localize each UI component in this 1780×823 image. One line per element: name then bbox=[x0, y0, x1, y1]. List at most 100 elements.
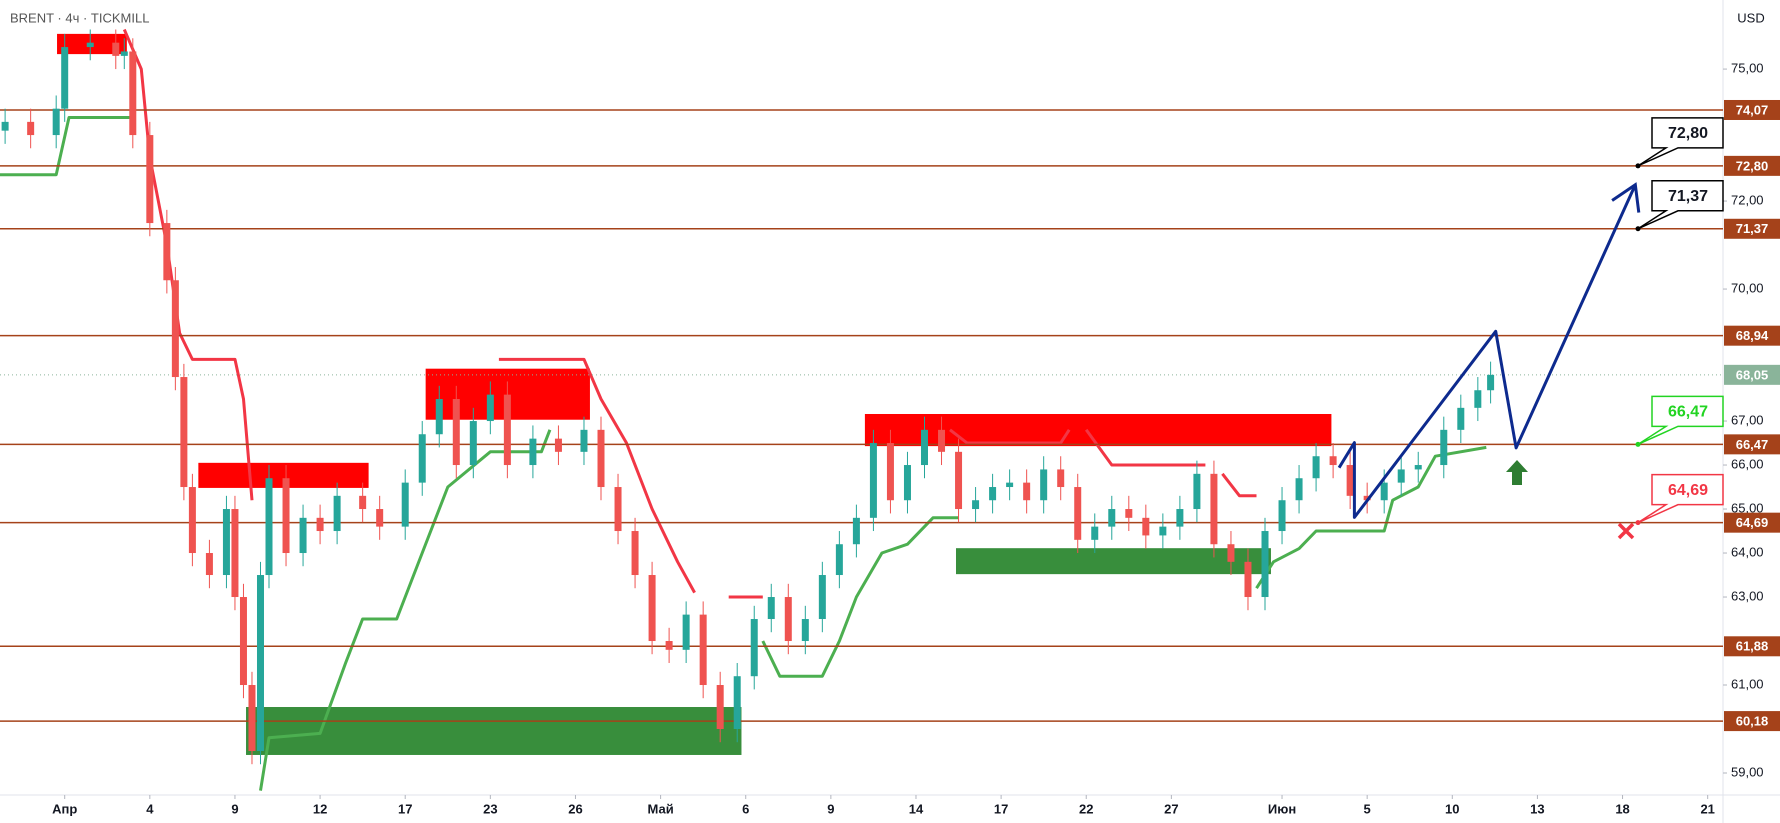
candle-body bbox=[205, 553, 213, 576]
candle-body bbox=[1363, 495, 1371, 501]
candle-body bbox=[648, 575, 656, 642]
level-label: 66,47 bbox=[1736, 437, 1769, 452]
zone bbox=[955, 548, 1271, 575]
candle-body bbox=[503, 394, 511, 466]
zone bbox=[246, 707, 742, 755]
candle-body bbox=[716, 685, 724, 730]
candle-body bbox=[1295, 478, 1303, 501]
candle-body bbox=[163, 223, 171, 281]
current-price-box bbox=[1724, 364, 1780, 385]
callout-box bbox=[1637, 180, 1724, 230]
candle-body bbox=[188, 487, 196, 554]
candle-body bbox=[1, 121, 9, 131]
level-label-box bbox=[1724, 711, 1780, 732]
candle-body bbox=[435, 399, 443, 435]
candle-body bbox=[852, 517, 860, 545]
candle-body bbox=[1074, 487, 1082, 540]
candle-body bbox=[869, 443, 877, 518]
candle-body bbox=[1440, 429, 1448, 466]
candle-body bbox=[1346, 465, 1354, 496]
candle-body bbox=[580, 429, 588, 452]
y-tick-label: 61,00 bbox=[1731, 676, 1764, 691]
level-label: 68,94 bbox=[1736, 328, 1769, 343]
candle-body bbox=[1397, 469, 1405, 483]
candle-body bbox=[222, 509, 230, 576]
candle-body bbox=[239, 597, 247, 686]
candle-body bbox=[418, 434, 426, 483]
level-label-box bbox=[1724, 636, 1780, 657]
x-tick-label: 18 bbox=[1615, 801, 1629, 816]
callout-box bbox=[1637, 117, 1724, 167]
y-tick-label: 66,00 bbox=[1731, 456, 1764, 471]
candle-body bbox=[1227, 544, 1235, 562]
candle-body bbox=[614, 487, 622, 532]
x-tick-label: 13 bbox=[1530, 801, 1544, 816]
callout-label: 66,47 bbox=[1668, 404, 1708, 421]
currency-label: USD bbox=[1737, 10, 1764, 25]
y-tick-label: 75,00 bbox=[1731, 61, 1764, 76]
target-arrow bbox=[1506, 460, 1528, 485]
y-tick-label: 64,00 bbox=[1731, 544, 1764, 559]
x-tick-label: 9 bbox=[827, 801, 834, 816]
candle-body bbox=[129, 51, 137, 136]
candle-body bbox=[86, 42, 94, 48]
candle-body bbox=[818, 575, 826, 620]
candle-body bbox=[486, 394, 494, 422]
level-label: 61,88 bbox=[1736, 639, 1769, 654]
level-label: 71,37 bbox=[1736, 221, 1769, 236]
x-tick-label: 10 bbox=[1445, 801, 1459, 816]
stop-cross bbox=[1617, 522, 1635, 540]
candle-body bbox=[784, 597, 792, 642]
candle-body bbox=[1159, 526, 1167, 536]
candle-body bbox=[1091, 526, 1099, 540]
callout-label: 64,69 bbox=[1668, 482, 1708, 499]
callout-box bbox=[1637, 473, 1724, 524]
candle-body bbox=[682, 614, 690, 650]
candle-body bbox=[1457, 407, 1465, 430]
candle-body bbox=[699, 614, 707, 686]
level-label-box bbox=[1724, 99, 1780, 120]
candle-body bbox=[1125, 509, 1133, 518]
level-label: 60,18 bbox=[1736, 714, 1769, 729]
candle-body bbox=[1193, 473, 1201, 510]
candle-body bbox=[469, 421, 477, 466]
candle-body bbox=[972, 500, 980, 510]
candle-body bbox=[1312, 456, 1320, 479]
candle-body bbox=[231, 509, 239, 598]
x-tick-label: 17 bbox=[398, 801, 412, 816]
candle-body bbox=[1414, 465, 1422, 470]
candle-body bbox=[171, 280, 179, 378]
candle-body bbox=[1142, 517, 1150, 536]
x-tick-label: 23 bbox=[483, 801, 497, 816]
candle-body bbox=[1244, 561, 1252, 598]
x-tick-label: 21 bbox=[1700, 801, 1714, 816]
candle-body bbox=[1474, 390, 1482, 408]
x-tick-label: 14 bbox=[909, 801, 924, 816]
candle-body bbox=[955, 451, 963, 510]
candle-body bbox=[903, 465, 911, 501]
x-tick-label: 5 bbox=[1364, 801, 1371, 816]
candle-body bbox=[52, 108, 60, 136]
candle-body bbox=[1023, 482, 1031, 501]
candle-body bbox=[835, 544, 843, 576]
candle-body bbox=[299, 517, 307, 554]
candle-body bbox=[750, 619, 758, 677]
candle-body bbox=[631, 531, 639, 576]
x-tick-label: 12 bbox=[313, 801, 327, 816]
callout-label: 72,80 bbox=[1668, 125, 1708, 142]
candle-body bbox=[1108, 509, 1116, 527]
x-tick-label: Май bbox=[647, 801, 673, 816]
candle-body bbox=[920, 429, 928, 466]
level-label: 72,80 bbox=[1736, 158, 1769, 173]
x-tick-label: 27 bbox=[1164, 801, 1178, 816]
candle-body bbox=[248, 685, 256, 752]
candle-body bbox=[282, 478, 290, 554]
candle-body bbox=[989, 487, 997, 501]
current-price-label: 68,05 bbox=[1736, 367, 1769, 382]
x-tick-label: 9 bbox=[231, 801, 238, 816]
x-tick-label: Июн bbox=[1268, 801, 1296, 816]
candle-body bbox=[112, 42, 120, 56]
candle-body bbox=[316, 517, 324, 532]
trend-down-line bbox=[122, 28, 1257, 599]
